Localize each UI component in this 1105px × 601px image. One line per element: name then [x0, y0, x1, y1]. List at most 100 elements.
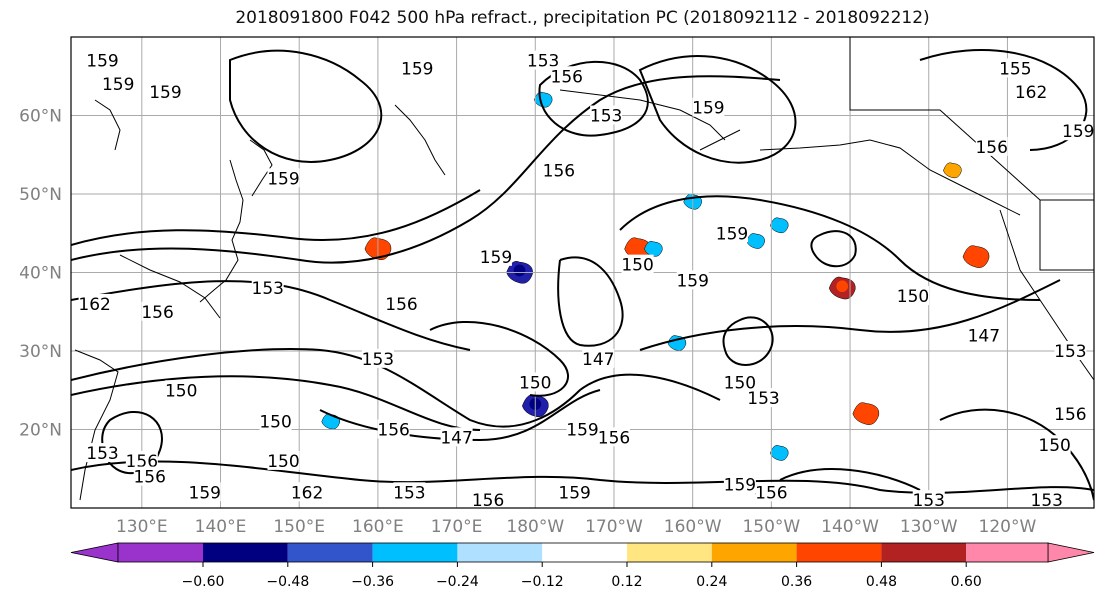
coastline — [759, 139, 1021, 216]
y-tick-label: 40°N — [19, 264, 62, 284]
precip-patch — [769, 217, 789, 234]
colorbar-label: −0.60 — [182, 574, 225, 590]
contour-label-bg — [385, 293, 418, 313]
contour-label: 153 — [590, 107, 622, 127]
contour-label-bg — [527, 50, 560, 70]
contour-label: 153 — [393, 483, 425, 503]
contour-line — [639, 279, 1061, 351]
contour-label: 153 — [913, 491, 945, 511]
x-tick-label: 120°W — [979, 517, 1037, 537]
contour-label-bg — [912, 490, 945, 508]
colorbar-segment — [881, 543, 967, 562]
contour-line — [71, 375, 481, 431]
contour-line — [722, 316, 774, 366]
colorbar-label: −0.12 — [521, 574, 564, 590]
y-tick-label: 30°N — [19, 342, 62, 362]
precip-patch — [943, 162, 962, 179]
contour-label: 159 — [189, 483, 221, 503]
y-tick-label: 50°N — [19, 185, 62, 205]
contour-label: 159 — [480, 248, 512, 268]
x-tick-label: 130°W — [900, 517, 958, 537]
contour-label-bg — [747, 388, 780, 408]
contour-label-bg — [1030, 490, 1063, 508]
contour-label: 156 — [385, 295, 417, 315]
colorbar-segment — [457, 543, 543, 562]
contour-label: 159 — [102, 75, 134, 95]
colorbar-label: −0.48 — [266, 574, 309, 590]
contour-label: 155 — [999, 59, 1031, 79]
coastline — [1039, 200, 1094, 271]
contour-label: 162 — [291, 483, 323, 503]
contour-label-bg — [78, 293, 111, 313]
coastline — [119, 254, 221, 319]
x-tick-label: 170°W — [585, 517, 643, 537]
contour-label: 156 — [755, 483, 787, 503]
contour-label: 150 — [267, 452, 299, 472]
contour-label-bg — [251, 278, 284, 298]
x-tick-label: 150°W — [742, 517, 800, 537]
contour-label: 159 — [401, 59, 433, 79]
contour-label: 162 — [78, 295, 110, 315]
contour-label: 159 — [1062, 122, 1094, 142]
colorbar-label: 0.36 — [781, 574, 812, 590]
precip-core — [970, 248, 982, 261]
precip-core — [859, 405, 872, 418]
y-tick-label: 20°N — [19, 421, 62, 441]
colorbar-label: −0.36 — [351, 574, 394, 590]
contour-label: 150 — [621, 256, 653, 276]
contour-label-bg — [86, 50, 119, 70]
contour-line — [319, 389, 601, 442]
contour-label: 159 — [566, 421, 598, 441]
coastline — [249, 139, 273, 197]
colorbar-segment — [796, 543, 882, 562]
colorbar-label: 0.24 — [696, 574, 727, 590]
precip-patch — [746, 233, 765, 249]
contour-label-bg — [267, 450, 300, 470]
contour-label-bg — [165, 380, 198, 400]
contour-label: 159 — [724, 475, 756, 495]
contour-label-bg — [723, 474, 756, 494]
colorbar-label: 0.48 — [866, 574, 897, 590]
contour-label-bg — [393, 482, 426, 502]
coastline — [94, 99, 121, 151]
contour-label: 153 — [252, 279, 284, 299]
coastline — [74, 349, 119, 501]
contour-label-bg — [377, 419, 410, 439]
coastline — [394, 104, 446, 176]
precip-core — [631, 241, 644, 253]
contour-label-bg — [259, 411, 292, 431]
map-frame — [70, 36, 1095, 509]
x-tick-label: 180°W — [506, 517, 564, 537]
contour-label: 159 — [267, 169, 299, 189]
colorbar-segment — [711, 543, 797, 562]
contour-label: 159 — [716, 224, 748, 244]
precip-core — [836, 280, 849, 293]
contour-label-bg — [582, 348, 615, 368]
contour-label: 156 — [551, 67, 583, 87]
contour-label-bg — [755, 482, 788, 502]
colorbar-frame — [117, 542, 1049, 563]
coastline — [559, 89, 726, 141]
coastline — [699, 129, 741, 151]
contour-label-bg — [621, 254, 654, 274]
contour-label: 159 — [676, 271, 708, 291]
x-tick-label: 150°E — [273, 517, 325, 537]
contour-label-bg — [1062, 121, 1094, 141]
contour-label: 159 — [149, 83, 181, 103]
contour-label-bg — [479, 246, 512, 266]
contour-label-bg — [125, 450, 158, 470]
x-tick-labels: 130°E 140°E 150°E 160°E 170°E 180°W 170°W 160°W… — [116, 517, 1037, 537]
contour-label: 156 — [133, 468, 165, 488]
contour-label-bg — [361, 348, 394, 368]
contour-label: 156 — [543, 161, 575, 181]
contour-line — [229, 49, 383, 163]
contour-label-bg — [291, 482, 324, 502]
coastline — [849, 37, 1094, 201]
contour-label-bg — [897, 286, 930, 306]
contour-label-bg — [975, 136, 1008, 156]
contour-label: 150 — [897, 287, 929, 307]
x-tick-label: 130°E — [116, 517, 168, 537]
contour-label: 150 — [165, 381, 197, 401]
colorbar-label: 0.12 — [611, 574, 642, 590]
